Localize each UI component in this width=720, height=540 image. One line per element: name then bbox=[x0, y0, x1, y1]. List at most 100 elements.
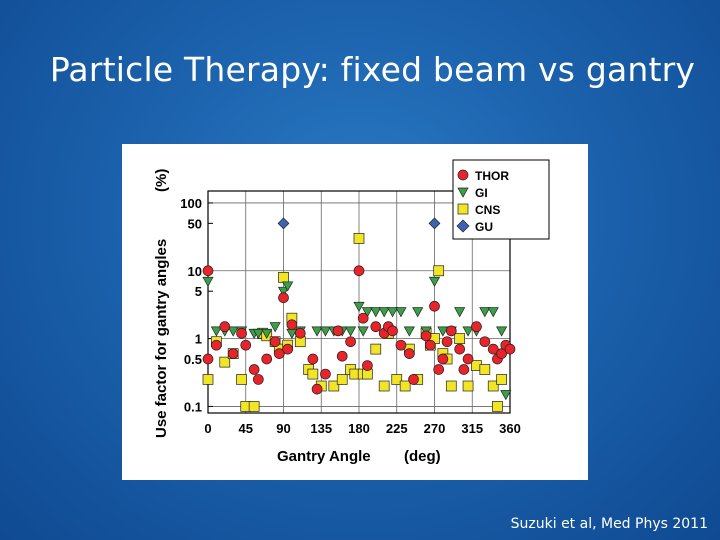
data-point-thor bbox=[403, 348, 415, 359]
data-point-cns bbox=[391, 374, 403, 385]
data-point-gi bbox=[319, 326, 332, 337]
data-point-gi bbox=[428, 276, 441, 287]
y-tick-label: 1 bbox=[195, 332, 202, 347]
data-point-thor bbox=[202, 265, 214, 277]
legend: THOR GI CNS GU bbox=[452, 159, 550, 240]
data-point-thor bbox=[286, 319, 298, 331]
data-point-cns bbox=[487, 380, 499, 392]
citation: Suzuki et al, Med Phys 2011 bbox=[510, 516, 708, 532]
data-point-thor bbox=[345, 336, 356, 348]
x-tick-label: 0 bbox=[204, 421, 211, 436]
data-point-cns bbox=[278, 271, 289, 283]
data-point-thor bbox=[387, 325, 398, 337]
x-axis-unit: (deg) bbox=[404, 448, 441, 465]
data-point-gi bbox=[311, 326, 323, 337]
data-point-thor bbox=[269, 336, 281, 348]
x-axis-label: Gantry Angle bbox=[277, 448, 371, 465]
series-cns bbox=[202, 233, 507, 412]
data-point-gi bbox=[227, 326, 239, 337]
y-tick-label: 50 bbox=[188, 216, 202, 231]
data-point-cns bbox=[236, 374, 247, 385]
data-point-cns bbox=[462, 380, 474, 392]
data-point-thor bbox=[454, 343, 466, 355]
slide-title: Particle Therapy: fixed beam vs gantry bbox=[49, 50, 696, 89]
x-tick-label: 180 bbox=[348, 421, 370, 436]
data-point-thor bbox=[273, 348, 285, 359]
y-axis-unit: (%) bbox=[153, 169, 170, 192]
x-tick-label: 90 bbox=[276, 421, 290, 436]
legend-label-gu: GU bbox=[475, 220, 493, 234]
data-point-thor bbox=[357, 312, 369, 324]
x-tick-label: 225 bbox=[386, 421, 408, 436]
data-point-gi bbox=[210, 326, 222, 337]
data-point-gu bbox=[277, 217, 290, 230]
data-point-cns bbox=[336, 374, 348, 385]
data-point-gi bbox=[353, 301, 365, 312]
legend-label-gi: GI bbox=[475, 186, 488, 200]
x-axis-title: Gantry Angle (deg) bbox=[277, 448, 441, 465]
data-point-gi bbox=[378, 307, 390, 318]
data-point-gi bbox=[282, 281, 294, 292]
series-gu bbox=[277, 217, 441, 230]
chart-frame: 100 50 10 5 1 0.5 0.1 0 45 90 135 180 225 270 315 360 … bbox=[122, 144, 588, 480]
data-point-gi bbox=[252, 328, 264, 339]
data-point-thor bbox=[211, 339, 222, 351]
data-point-thor bbox=[320, 368, 331, 380]
legend-marker-gu bbox=[456, 219, 470, 233]
y-tick-label: 0.1 bbox=[184, 399, 202, 414]
series-thor bbox=[202, 265, 516, 395]
y-tick-labels: 100 50 10 5 1 0.5 0.1 bbox=[180, 196, 213, 414]
data-point-cns bbox=[454, 333, 466, 344]
data-point-cns bbox=[328, 380, 340, 392]
data-point-gu bbox=[428, 217, 441, 230]
x-tick-label: 45 bbox=[239, 421, 253, 436]
data-point-gi bbox=[370, 307, 382, 318]
y-tick-label: 10 bbox=[188, 264, 202, 279]
data-point-thor bbox=[202, 353, 214, 365]
data-point-cns bbox=[479, 364, 491, 375]
y-tick-label: 0.5 bbox=[184, 352, 202, 367]
data-point-gi bbox=[479, 307, 491, 318]
data-point-thor bbox=[370, 321, 382, 333]
data-point-gi bbox=[386, 307, 399, 318]
data-point-thor bbox=[362, 360, 373, 371]
data-point-cns bbox=[378, 380, 390, 392]
data-point-gi bbox=[412, 307, 424, 318]
data-point-gi bbox=[496, 326, 508, 337]
legend-box bbox=[452, 159, 550, 240]
data-point-thor bbox=[462, 353, 474, 365]
data-points bbox=[202, 217, 516, 412]
data-point-cns bbox=[370, 343, 382, 355]
data-point-thor bbox=[311, 383, 323, 395]
data-point-gi bbox=[454, 307, 466, 318]
data-point-gi bbox=[361, 307, 373, 318]
y-axis-label: Use factor for gantry angles bbox=[153, 239, 170, 438]
x-tick-label: 315 bbox=[461, 421, 483, 436]
data-point-gi bbox=[277, 286, 290, 297]
data-point-cns bbox=[433, 265, 445, 277]
data-point-gi bbox=[487, 307, 499, 318]
legend-label-thor: THOR bbox=[475, 169, 509, 183]
data-point-cns bbox=[202, 374, 214, 385]
data-point-thor bbox=[261, 353, 273, 365]
data-point-thor bbox=[248, 364, 260, 375]
y-tick-label: 100 bbox=[180, 196, 202, 211]
data-point-thor bbox=[408, 374, 419, 385]
y-tick-label: 5 bbox=[195, 284, 202, 299]
data-point-thor bbox=[395, 339, 407, 351]
data-point-thor bbox=[458, 364, 470, 375]
data-point-thor bbox=[429, 300, 440, 312]
data-point-thor bbox=[437, 353, 449, 365]
data-point-gi bbox=[395, 307, 407, 318]
data-point-thor bbox=[479, 336, 491, 348]
data-point-cns bbox=[492, 401, 503, 412]
legend-marker-cns bbox=[457, 203, 469, 215]
x-tick-label: 360 bbox=[499, 421, 521, 436]
data-point-cns bbox=[248, 401, 260, 412]
data-point-thor bbox=[219, 321, 231, 333]
y-axis-title: Use factor for gantry angles (%) bbox=[153, 169, 170, 438]
data-point-gi bbox=[437, 326, 449, 337]
data-point-gi bbox=[345, 326, 357, 337]
data-point-thor bbox=[433, 364, 445, 375]
x-tick-label: 270 bbox=[424, 421, 446, 436]
